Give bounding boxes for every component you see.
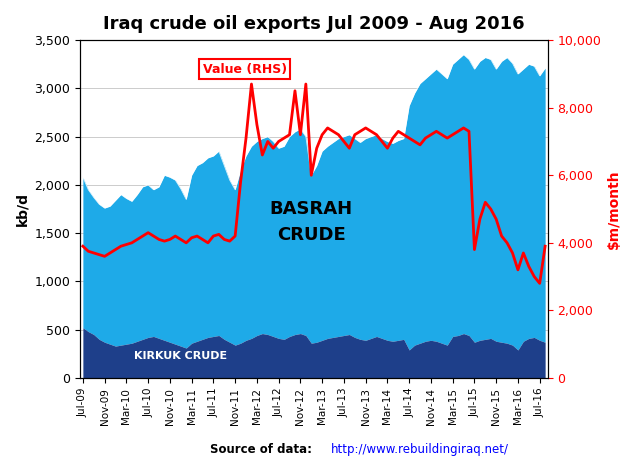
Y-axis label: kb/d: kb/d: [15, 192, 29, 226]
Text: Source of data:: Source of data:: [210, 443, 316, 456]
Text: http://www.rebuildingiraq.net/: http://www.rebuildingiraq.net/: [331, 443, 509, 456]
Text: BASRAH: BASRAH: [270, 200, 353, 218]
Y-axis label: $m/month: $m/month: [607, 169, 621, 249]
Text: KIRKUK CRUDE: KIRKUK CRUDE: [134, 351, 227, 361]
Text: Value (RHS): Value (RHS): [202, 63, 287, 76]
Text: CRUDE: CRUDE: [277, 226, 345, 244]
Title: Iraq crude oil exports Jul 2009 - Aug 2016: Iraq crude oil exports Jul 2009 - Aug 20…: [103, 15, 525, 33]
